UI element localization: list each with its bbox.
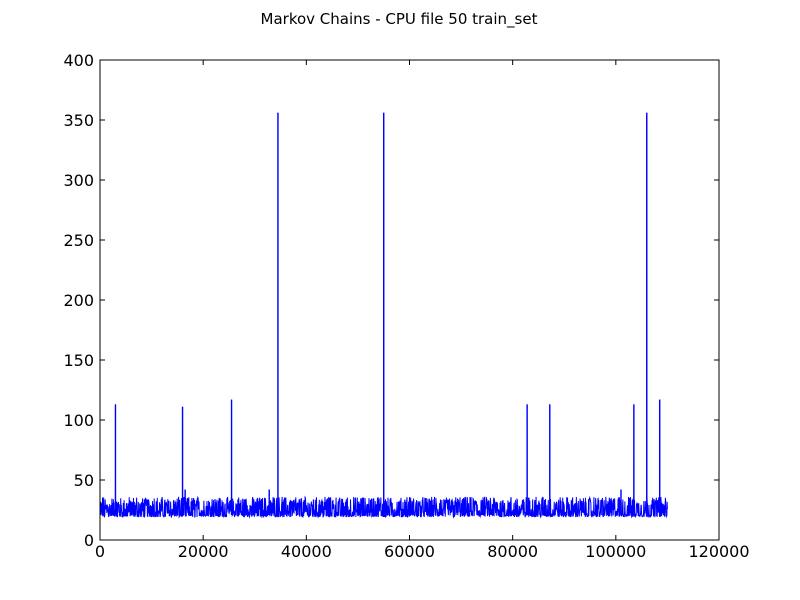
y-tick-label: 100 — [63, 411, 94, 430]
plot-area — [100, 112, 668, 519]
y-tick-label: 300 — [63, 171, 94, 190]
y-tick-label: 400 — [63, 51, 94, 70]
y-tick-label: 50 — [74, 471, 94, 490]
x-tick-label: 100000 — [585, 542, 646, 561]
y-tick-label: 250 — [63, 231, 94, 250]
x-tick-label: 80000 — [487, 542, 538, 561]
y-tick-label: 200 — [63, 291, 94, 310]
x-tick-label: 40000 — [281, 542, 332, 561]
y-tick-label: 150 — [63, 351, 94, 370]
chart-title: Markov Chains - CPU file 50 train_set — [261, 10, 538, 29]
x-tick-label: 0 — [95, 542, 105, 561]
x-tick-label: 60000 — [384, 542, 435, 561]
x-tick-label: 120000 — [688, 542, 749, 561]
y-tick-label: 350 — [63, 111, 94, 130]
axes: 0 20000 40000 60000 80000 100000 120000 0 50 100 1… — [63, 51, 749, 561]
y-tick-label: 0 — [84, 531, 94, 550]
x-tick-label: 20000 — [178, 542, 229, 561]
